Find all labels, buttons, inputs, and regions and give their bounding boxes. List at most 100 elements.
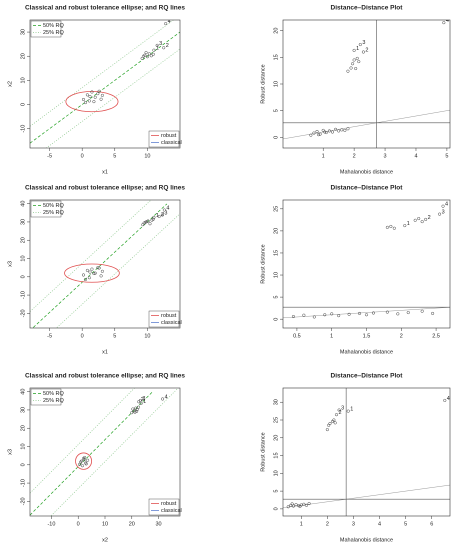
point-label: 2 xyxy=(161,212,164,218)
point-label: 3 xyxy=(442,210,445,216)
point xyxy=(364,313,369,317)
point xyxy=(99,97,103,101)
identity-line xyxy=(283,484,450,509)
legend-box xyxy=(148,130,180,148)
panel: Distance–Distance Plot Mahalanobis distan… xyxy=(260,373,451,543)
point xyxy=(291,314,295,319)
x-axis-label: Mahalanobis distance xyxy=(340,169,393,175)
point-label: 1 xyxy=(156,46,159,52)
x-axis-label: Mahalanobis distance xyxy=(340,349,393,355)
point xyxy=(294,503,298,507)
x-tick-label: 1 xyxy=(330,333,333,339)
y-tick-label: -10 xyxy=(20,479,26,487)
outlier-point xyxy=(346,409,350,413)
y-axis-label: Robust distance xyxy=(260,64,266,103)
point xyxy=(330,312,334,316)
y-tick-label: 5 xyxy=(273,490,279,493)
x-tick-label: 5 xyxy=(404,521,407,527)
y-tick-label: 10 xyxy=(20,443,26,449)
legend-box xyxy=(30,388,62,406)
outlier-point xyxy=(152,48,156,52)
plot-frame xyxy=(29,199,181,329)
point xyxy=(347,312,351,316)
point xyxy=(81,273,86,277)
panel: Classical and robust tolerance ellipse; … xyxy=(7,185,185,356)
point xyxy=(315,129,319,134)
point xyxy=(136,405,141,409)
y-tick-label: 5 xyxy=(273,296,279,299)
y-tick-label: 30 xyxy=(20,29,26,35)
point xyxy=(327,129,331,133)
point xyxy=(351,62,355,66)
x-tick-label: 4 xyxy=(414,153,417,159)
rq-line xyxy=(30,388,136,494)
point xyxy=(145,220,149,224)
point xyxy=(85,268,89,272)
x-axis-label: Mahalanobis distance xyxy=(340,537,393,543)
point xyxy=(87,99,91,103)
x-tick-label: 5 xyxy=(113,333,116,339)
y-tick-label: 10 xyxy=(273,470,279,476)
point-label: 3 xyxy=(142,396,145,402)
panel: Distance–Distance Plot Mahalanobis distan… xyxy=(260,5,451,175)
point xyxy=(151,217,155,221)
y-tick-label: 20 xyxy=(20,53,26,59)
y-tick-label: 0 xyxy=(273,318,279,321)
point xyxy=(88,95,92,99)
chart-title: Distance–Distance Plot xyxy=(331,185,404,192)
legend-label: 50% RQ xyxy=(43,391,65,397)
point xyxy=(346,69,350,73)
point xyxy=(83,455,87,460)
point xyxy=(81,97,86,102)
point xyxy=(142,221,146,225)
outlier-point xyxy=(139,401,143,405)
point xyxy=(354,66,358,71)
point xyxy=(307,502,311,506)
outlier-point xyxy=(164,22,168,26)
point xyxy=(330,130,335,134)
point-label: 2 xyxy=(365,47,368,53)
x-tick-label: 1 xyxy=(322,153,325,159)
point-label: 2 xyxy=(141,397,144,403)
x-tick-label: 30 xyxy=(156,521,162,527)
y-axis-label: Robust distance xyxy=(260,432,266,471)
point-label: 1 xyxy=(407,221,410,227)
point xyxy=(357,311,362,315)
outlier-point xyxy=(161,397,165,401)
outlier-point xyxy=(438,212,442,216)
y-tick-label: 20 xyxy=(273,28,279,34)
point-label: 4 xyxy=(445,202,448,208)
point xyxy=(389,224,393,229)
legend-label: 50% RQ xyxy=(43,23,65,29)
chart-title: Distance–Distance Plot xyxy=(331,373,404,380)
plot-frame xyxy=(282,19,451,149)
point xyxy=(317,133,321,137)
y-tick-label: 20 xyxy=(273,228,279,234)
point xyxy=(99,274,103,278)
y-tick-label: 25 xyxy=(273,417,279,423)
outlier-point xyxy=(138,398,142,402)
x-tick-label: 5 xyxy=(445,153,448,159)
x-tick-label: 1 xyxy=(300,521,303,527)
y-tick-label: -20 xyxy=(20,497,26,505)
point xyxy=(151,52,155,56)
outlier-point xyxy=(334,413,339,417)
point xyxy=(130,411,134,415)
point xyxy=(323,130,327,134)
x-tick-label: 2.5 xyxy=(432,333,440,339)
point xyxy=(302,313,306,317)
point xyxy=(85,93,89,97)
x-tick-label: 5 xyxy=(113,153,116,159)
point xyxy=(385,225,389,229)
point xyxy=(312,315,316,319)
point xyxy=(406,311,410,315)
point xyxy=(135,408,139,412)
y-tick-label: -20 xyxy=(20,309,26,317)
